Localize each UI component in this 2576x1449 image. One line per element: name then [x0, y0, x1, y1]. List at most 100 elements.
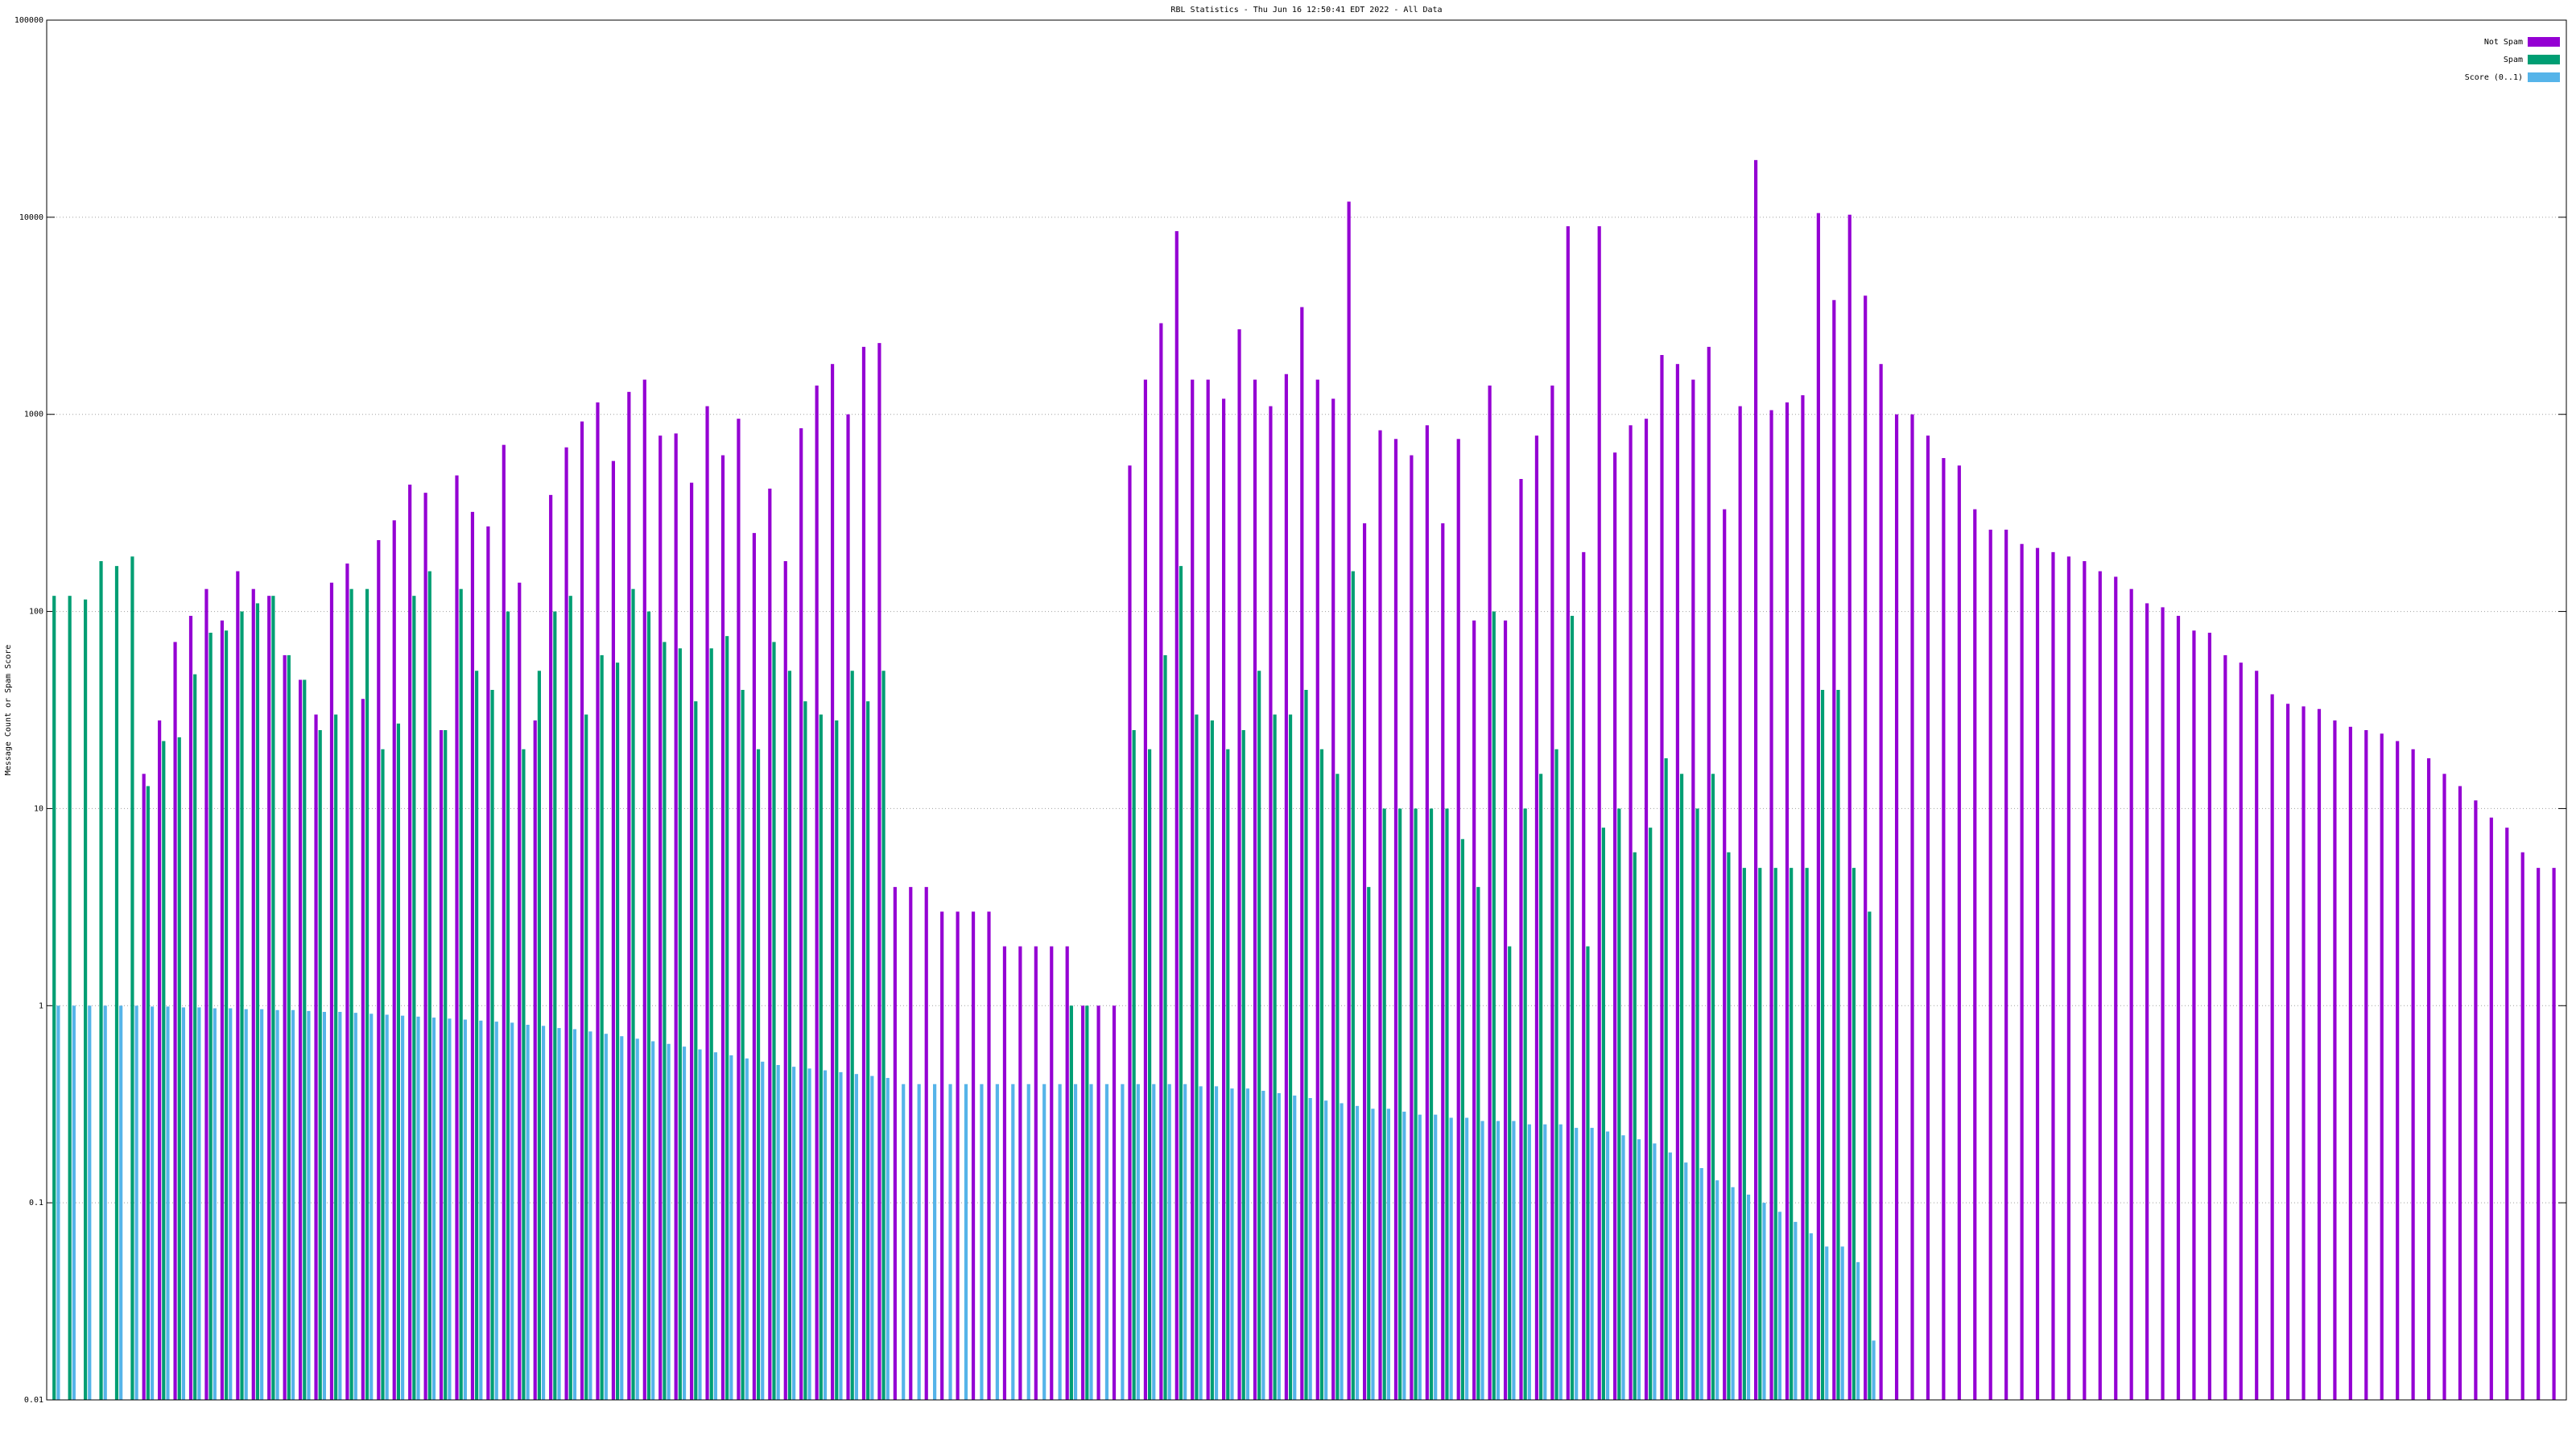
bar: [819, 714, 823, 1400]
bar: [1820, 690, 1825, 1400]
bar: [2520, 852, 2524, 1400]
bar: [1773, 868, 1777, 1400]
bar: [893, 886, 897, 1400]
bar: [667, 1043, 671, 1400]
bar: [971, 911, 976, 1400]
bar: [1429, 808, 1434, 1400]
bar: [1226, 749, 1230, 1400]
legend-label: Score (0..1): [2465, 73, 2523, 82]
bar: [1347, 201, 1351, 1401]
bar: [596, 402, 600, 1400]
legend-label: Spam: [2504, 56, 2523, 64]
bar: [803, 701, 807, 1400]
bar: [1777, 1212, 1782, 1400]
bar: [1731, 1187, 1735, 1400]
bar: [752, 533, 756, 1400]
bar: [1957, 465, 1961, 1400]
bar: [193, 674, 197, 1400]
bar: [1210, 720, 1214, 1400]
bar: [1288, 714, 1293, 1400]
bar: [56, 1005, 60, 1400]
bar: [1472, 620, 1476, 1400]
bar: [522, 749, 526, 1400]
bar: [1371, 1108, 1375, 1400]
bar: [1355, 1105, 1360, 1400]
bar: [99, 561, 103, 1400]
bar: [1147, 749, 1152, 1400]
bar: [1805, 868, 1809, 1400]
bar: [1847, 214, 1852, 1400]
bar: [1727, 852, 1731, 1400]
bar: [964, 1084, 968, 1400]
bar: [412, 596, 416, 1400]
bar: [1418, 1114, 1422, 1400]
bar: [510, 1022, 514, 1400]
bar: [678, 648, 682, 1400]
bar: [580, 421, 584, 1401]
bar: [568, 596, 572, 1400]
bar: [1942, 458, 1946, 1400]
bar: [1926, 436, 1930, 1400]
bar: [2004, 529, 2008, 1401]
bar: [114, 566, 119, 1401]
bar: [486, 526, 490, 1400]
bar: [427, 571, 431, 1400]
bar: [886, 1078, 890, 1400]
bar: [1456, 439, 1460, 1401]
bar: [1096, 1005, 1100, 1400]
bar: [1273, 714, 1277, 1400]
bar: [1488, 385, 1492, 1400]
bar: [1382, 808, 1386, 1400]
bar: [1257, 671, 1261, 1400]
bar: [2426, 758, 2431, 1400]
bar: [1832, 299, 1836, 1400]
bar: [1675, 364, 1679, 1400]
bar: [181, 1007, 186, 1400]
bar: [146, 786, 150, 1400]
bar: [846, 414, 850, 1400]
bar: [1425, 425, 1429, 1400]
bar: [768, 488, 772, 1401]
bar: [1167, 1084, 1171, 1400]
bar: [1222, 398, 1226, 1401]
bar: [1794, 1221, 1798, 1400]
bar: [349, 588, 353, 1400]
bar: [369, 1013, 374, 1400]
bar: [1011, 1084, 1015, 1400]
bar: [84, 599, 88, 1400]
bar: [839, 1071, 843, 1400]
bar: [1214, 1086, 1219, 1400]
bar: [1816, 213, 1820, 1400]
bar: [987, 911, 991, 1400]
bar: [1856, 1261, 1860, 1400]
bar: [287, 654, 291, 1400]
bar: [1050, 946, 1054, 1400]
bar: [745, 1058, 749, 1400]
bar: [2207, 632, 2211, 1400]
y-tick-label: 100000: [14, 16, 43, 25]
bar: [162, 741, 166, 1400]
bar: [1480, 1121, 1484, 1400]
bar: [1199, 1086, 1203, 1400]
bar: [2505, 828, 2509, 1400]
bar: [588, 1031, 592, 1400]
bar: [1445, 808, 1449, 1400]
bar: [88, 1005, 92, 1400]
bar: [2474, 800, 2478, 1400]
bar: [416, 1016, 420, 1400]
bar: [584, 714, 588, 1400]
bar: [854, 1074, 858, 1400]
bar: [2270, 694, 2274, 1400]
bar: [823, 1070, 828, 1400]
bar: [1762, 1203, 1766, 1400]
bar: [1570, 616, 1575, 1400]
bar: [2348, 726, 2352, 1400]
bar: [1441, 523, 1445, 1401]
bar: [345, 564, 349, 1401]
bar: [2286, 704, 2290, 1400]
bar: [646, 611, 651, 1400]
bar: [557, 1028, 561, 1400]
bar: [616, 663, 620, 1400]
bar: [1434, 1114, 1438, 1400]
bar: [1534, 436, 1539, 1400]
